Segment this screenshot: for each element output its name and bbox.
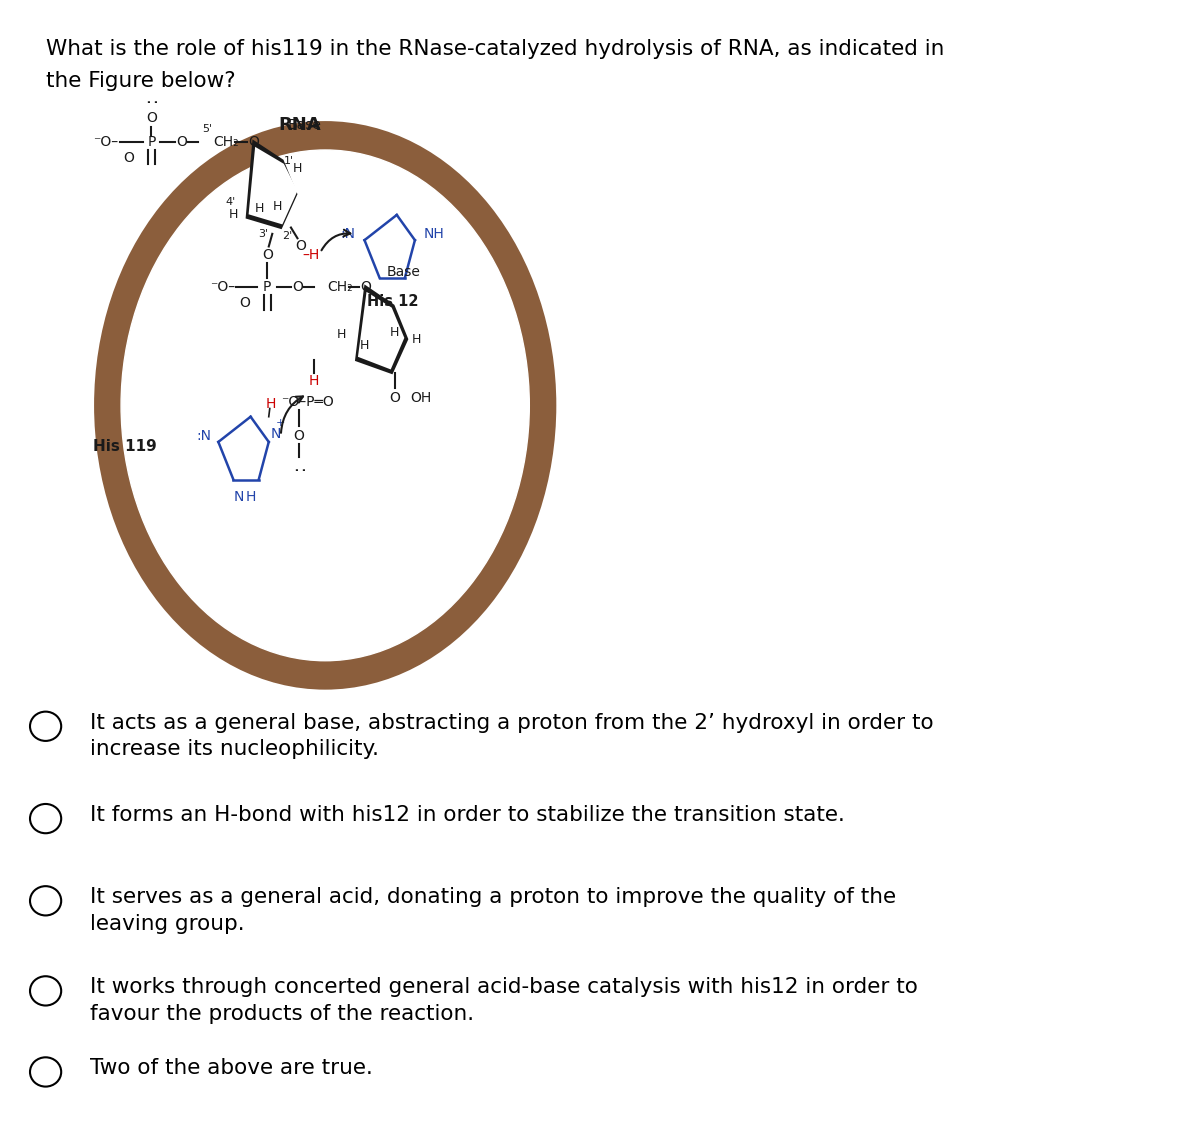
Polygon shape bbox=[248, 146, 298, 224]
Text: ⁻O–: ⁻O– bbox=[210, 280, 235, 294]
Text: 5': 5' bbox=[202, 124, 212, 134]
Text: O: O bbox=[294, 429, 305, 443]
Text: H: H bbox=[308, 375, 319, 388]
Text: N: N bbox=[271, 427, 281, 440]
Text: RNA: RNA bbox=[278, 116, 322, 134]
Text: O: O bbox=[146, 111, 157, 125]
Text: It acts as a general base, abstracting a proton from the 2’ hydroxyl in order to: It acts as a general base, abstracting a… bbox=[90, 713, 934, 759]
Text: 2': 2' bbox=[282, 231, 293, 241]
Text: H: H bbox=[390, 327, 400, 339]
Text: H: H bbox=[229, 208, 239, 222]
Text: Two of the above are true.: Two of the above are true. bbox=[90, 1058, 373, 1079]
Text: ⁻O–: ⁻O– bbox=[94, 135, 119, 149]
Text: It serves as a general acid, donating a proton to improve the quality of the
lea: It serves as a general acid, donating a … bbox=[90, 887, 896, 933]
Text: O: O bbox=[262, 249, 272, 262]
Text: CH₂: CH₂ bbox=[214, 135, 239, 149]
Text: Base: Base bbox=[386, 265, 420, 278]
Text: 3': 3' bbox=[259, 229, 269, 239]
Text: O: O bbox=[295, 240, 306, 253]
Text: :N: :N bbox=[341, 226, 355, 241]
Text: +: + bbox=[276, 418, 286, 428]
Polygon shape bbox=[356, 287, 407, 373]
Text: OH: OH bbox=[410, 391, 431, 404]
Text: O: O bbox=[240, 296, 251, 310]
Text: O: O bbox=[389, 391, 400, 404]
Text: 1': 1' bbox=[284, 155, 294, 166]
Text: NH: NH bbox=[424, 226, 444, 241]
Text: O: O bbox=[248, 135, 259, 149]
Text: :N: :N bbox=[197, 429, 212, 443]
Text: H: H bbox=[337, 329, 347, 341]
Polygon shape bbox=[247, 142, 296, 227]
Text: H: H bbox=[265, 397, 276, 411]
Text: H: H bbox=[293, 162, 302, 176]
Text: His 12: His 12 bbox=[367, 294, 419, 309]
FancyArrowPatch shape bbox=[281, 396, 304, 432]
Text: P: P bbox=[148, 135, 156, 149]
Polygon shape bbox=[358, 292, 404, 369]
FancyArrowPatch shape bbox=[322, 230, 350, 250]
Text: Base: Base bbox=[288, 118, 322, 132]
Text: O: O bbox=[360, 280, 371, 294]
Text: :: : bbox=[143, 97, 161, 102]
Text: H: H bbox=[254, 203, 264, 215]
Circle shape bbox=[121, 150, 529, 661]
Text: O: O bbox=[176, 135, 187, 149]
Text: It works through concerted general acid-base catalysis with his12 in order to
fa: It works through concerted general acid-… bbox=[90, 977, 918, 1024]
Text: It forms an H-bond with his12 in order to stabilize the transition state.: It forms an H-bond with his12 in order t… bbox=[90, 805, 845, 825]
Text: H: H bbox=[412, 332, 421, 346]
Text: –H: –H bbox=[302, 249, 319, 262]
Text: P: P bbox=[263, 280, 271, 294]
Text: H: H bbox=[246, 490, 256, 503]
Text: 4': 4' bbox=[226, 197, 235, 207]
Text: ⁻O–P═O: ⁻O–P═O bbox=[281, 395, 334, 409]
Text: O: O bbox=[292, 280, 302, 294]
Text: H: H bbox=[360, 339, 370, 352]
Text: O: O bbox=[122, 151, 133, 166]
Text: H: H bbox=[272, 200, 282, 213]
Text: What is the role of his119 in the RNase-catalyzed hydrolysis of RNA, as indicate: What is the role of his119 in the RNase-… bbox=[46, 39, 944, 60]
Text: CH₂: CH₂ bbox=[328, 280, 353, 294]
Text: N: N bbox=[233, 490, 244, 503]
Text: the Figure below?: the Figure below? bbox=[46, 71, 235, 91]
Text: :: : bbox=[290, 464, 308, 470]
Text: His 119: His 119 bbox=[92, 439, 156, 454]
